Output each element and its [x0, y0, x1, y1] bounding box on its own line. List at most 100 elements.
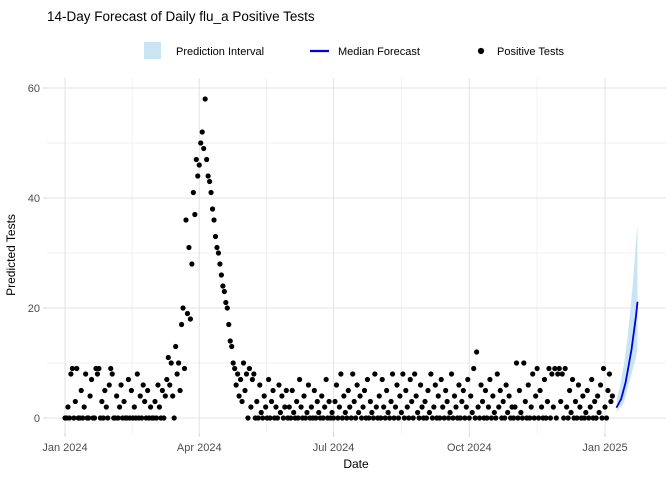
data-point: [266, 376, 272, 383]
data-point: [431, 404, 437, 410]
data-point: [422, 398, 428, 405]
prediction-interval-swatch-icon: [144, 42, 161, 59]
data-point: [257, 382, 263, 388]
data-point: [562, 365, 568, 372]
data-point: [274, 415, 281, 421]
data-point: [171, 415, 177, 421]
data-point: [189, 261, 195, 267]
data-point: [378, 415, 384, 421]
data-point: [587, 404, 593, 410]
data-point: [466, 415, 472, 421]
data-point: [478, 382, 484, 388]
data-point: [534, 365, 540, 372]
data-point: [510, 415, 517, 421]
data-point: [382, 415, 388, 421]
data-point: [575, 382, 582, 388]
data-point: [358, 415, 365, 421]
data-point: [547, 415, 554, 421]
data-point: [345, 387, 351, 394]
data-point: [102, 387, 108, 394]
data-point: [406, 415, 412, 421]
data-point: [457, 415, 464, 421]
data-point: [180, 305, 186, 311]
data-point: [608, 398, 614, 405]
data-point: [450, 415, 456, 421]
data-point: [162, 393, 168, 399]
legend-label-prediction-interval: Prediction Interval: [176, 46, 264, 58]
data-point: [469, 409, 475, 416]
data-point: [69, 365, 75, 372]
data-point: [373, 404, 379, 410]
data-point: [308, 404, 314, 410]
data-point: [116, 404, 123, 410]
data-point: [86, 415, 92, 421]
data-point: [313, 415, 319, 421]
data-point: [357, 393, 363, 399]
data-point: [81, 404, 87, 410]
data-point: [600, 365, 607, 372]
data-point: [394, 382, 400, 388]
data-point: [100, 415, 106, 421]
data-point: [351, 398, 357, 405]
data-point: [465, 376, 471, 383]
data-point: [397, 393, 403, 399]
data-point: [459, 398, 465, 405]
data-point: [196, 162, 202, 168]
data-point: [572, 398, 579, 405]
data-point: [493, 415, 499, 421]
data-point: [322, 404, 328, 410]
data-point: [513, 360, 520, 366]
data-point: [137, 393, 143, 399]
data-point: [296, 376, 303, 383]
data-point: [223, 299, 229, 306]
data-point: [212, 233, 219, 240]
data-point: [209, 206, 216, 212]
data-point: [336, 404, 343, 410]
data-point: [326, 398, 332, 405]
data-point: [589, 376, 595, 383]
data-point: [446, 415, 452, 421]
data-point: [178, 321, 185, 328]
data-point: [140, 382, 146, 388]
data-point: [401, 415, 407, 421]
data-point: [566, 387, 573, 394]
data-point: [341, 393, 347, 399]
data-point: [220, 283, 226, 289]
data-point: [516, 387, 523, 394]
data-point: [485, 404, 492, 410]
data-point: [74, 365, 80, 372]
data-point: [159, 387, 165, 394]
data-point: [344, 415, 350, 421]
data-point: [230, 360, 236, 366]
data-point: [564, 404, 570, 410]
data-point: [88, 376, 95, 383]
data-point: [460, 387, 466, 394]
data-point: [128, 387, 134, 394]
data-point: [549, 371, 555, 377]
data-point: [580, 393, 586, 399]
data-point: [453, 404, 459, 410]
data-point: [251, 371, 257, 377]
data-point: [512, 404, 518, 410]
data-point: [500, 398, 506, 405]
data-point: [494, 371, 500, 377]
data-point: [484, 415, 490, 421]
data-point: [482, 387, 489, 394]
data-point: [463, 404, 469, 410]
data-point: [167, 382, 173, 388]
data-point: [261, 393, 267, 399]
data-point: [515, 415, 521, 421]
data-point: [593, 415, 599, 421]
data-point: [68, 371, 74, 377]
data-point: [447, 409, 453, 416]
data-point: [381, 404, 387, 410]
data-point: [416, 415, 422, 421]
data-point: [329, 409, 335, 416]
data-point: [202, 96, 208, 102]
data-point: [487, 376, 493, 383]
x-tick-label: Jan 2025: [582, 442, 627, 454]
data-point: [435, 393, 441, 399]
data-point: [330, 415, 337, 421]
legend: Prediction Interval Median Forecast Posi…: [144, 42, 565, 59]
data-point: [273, 404, 279, 410]
